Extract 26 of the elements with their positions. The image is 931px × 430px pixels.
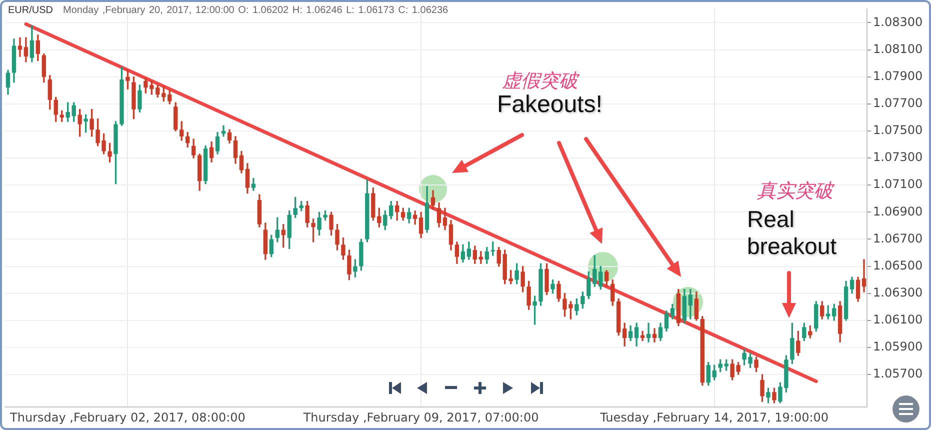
chart-subtitle: Monday ,February 20, 2017, 12:00:00 O: 1.06202 H: 1.06246 L: 1.06173 C: 1.06236 [63,5,448,16]
y-tick-label: 1.05900 [873,340,923,354]
chart-title: EUR/USD [8,5,54,16]
y-tick-label: 1.07100 [873,177,923,192]
annotation: Real breakout [747,206,838,260]
candlestick [18,37,22,57]
x-tick-label: Thursday ,February 09, 2017, 07:00:00 [302,410,539,424]
annotation: Fakeouts! [497,91,602,118]
y-tick-label: 1.06900 [873,204,923,218]
y-tick-label: 1.08300 [873,14,923,29]
x-tick-label: Tuesday ,February 14, 2017, 19:00:00 [599,410,829,424]
x-tick-label: Thursday ,February 02, 2017, 08:00:00 [9,410,246,424]
annotation: 真实突破 [757,180,833,202]
y-tick-label: 1.06100 [873,312,923,327]
y-tick-label: 1.07700 [873,96,923,110]
candlestick [862,259,866,292]
y-tick-label: 1.06300 [873,285,923,300]
y-tick-label: 1.05700 [873,366,923,381]
y-tick-label: 1.07500 [873,123,923,138]
y-tick-label: 1.07300 [873,150,923,164]
y-tick-label: 1.06500 [873,258,923,272]
y-tick-label: 1.07900 [873,68,923,83]
y-tick-label: 1.06700 [873,231,923,246]
annotation: 虚假突破 [502,70,578,92]
candlestick [646,322,651,342]
y-tick-label: 1.08100 [873,42,923,56]
